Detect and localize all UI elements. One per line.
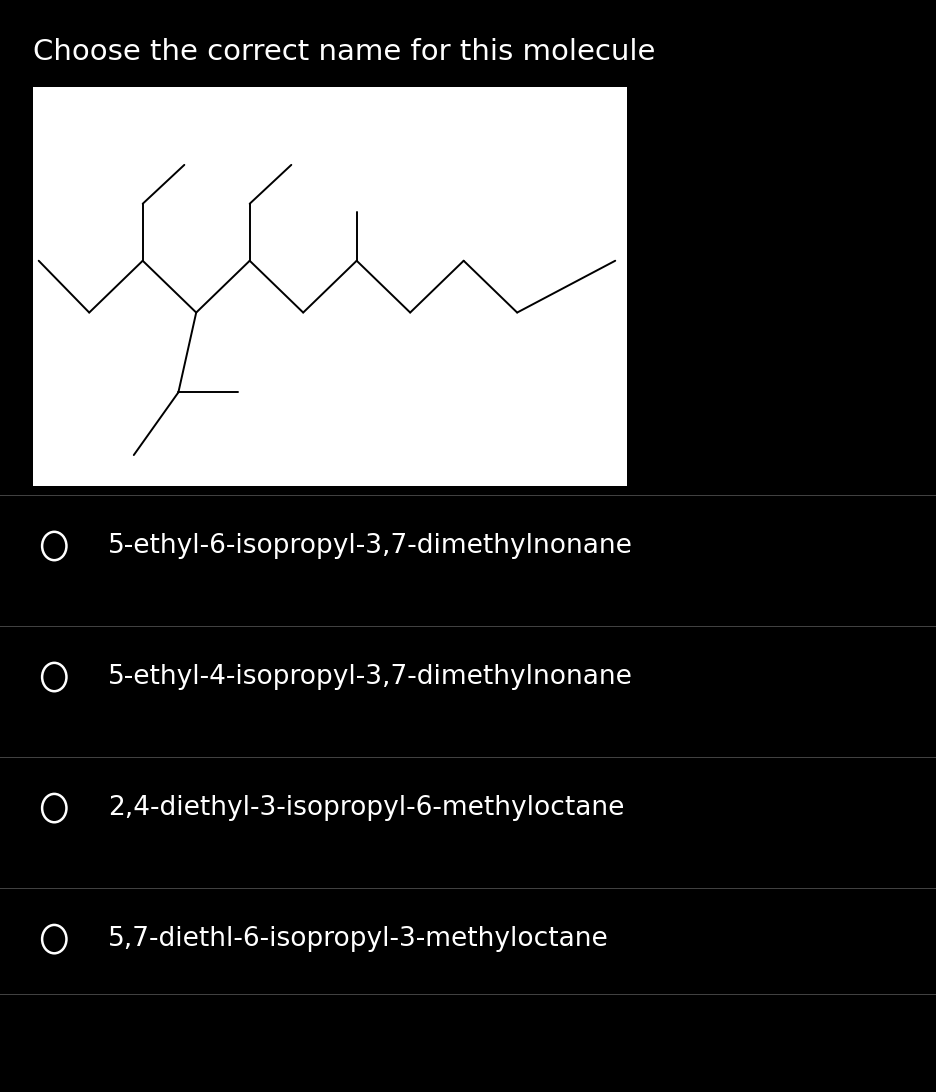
FancyBboxPatch shape: [33, 87, 627, 486]
Text: Choose the correct name for this molecule: Choose the correct name for this molecul…: [33, 38, 655, 67]
Text: 2,4-diethyl-3-isopropyl-6-methyloctane: 2,4-diethyl-3-isopropyl-6-methyloctane: [108, 795, 624, 821]
Text: 5-ethyl-6-isopropyl-3,7-dimethylnonane: 5-ethyl-6-isopropyl-3,7-dimethylnonane: [108, 533, 633, 559]
Text: 5,7-diethl-6-isopropyl-3-methyloctane: 5,7-diethl-6-isopropyl-3-methyloctane: [108, 926, 608, 952]
Text: 5-ethyl-4-isopropyl-3,7-dimethylnonane: 5-ethyl-4-isopropyl-3,7-dimethylnonane: [108, 664, 633, 690]
